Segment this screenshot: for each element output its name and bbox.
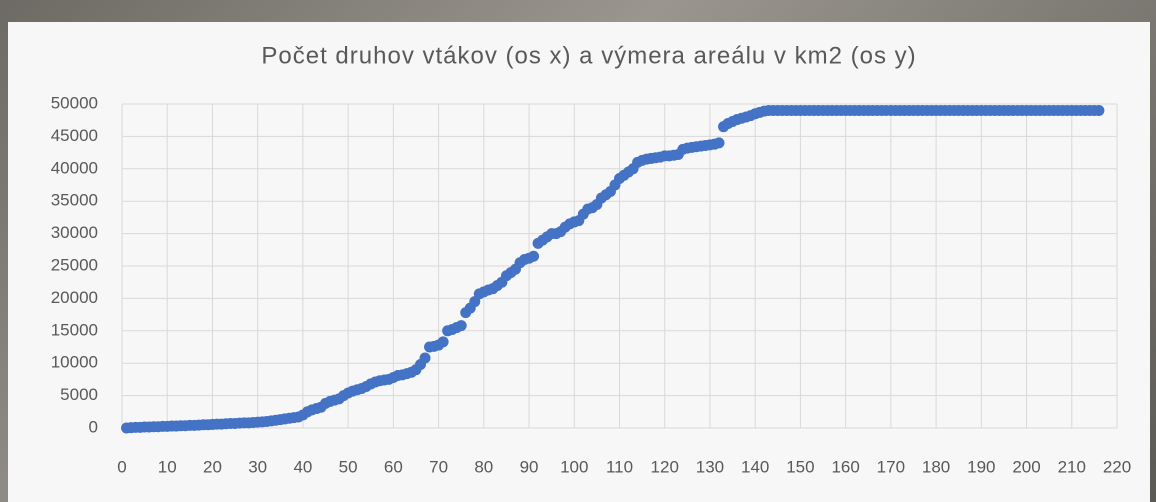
x-tick-label: 150: [786, 457, 814, 476]
x-tick-label: 210: [1058, 457, 1086, 476]
x-tick-label: 0: [117, 457, 126, 476]
y-tick-label: 20000: [51, 288, 98, 307]
x-tick-label: 220: [1103, 457, 1131, 476]
x-tick-label: 100: [560, 457, 588, 476]
y-tick-label: 30000: [51, 223, 98, 242]
y-tick-label: 45000: [51, 126, 98, 145]
y-tick-label: 5000: [60, 385, 98, 404]
y-tick-label: 0: [89, 417, 98, 436]
y-tick-label: 50000: [51, 93, 98, 112]
chart-title: Počet druhov vtákov (os x) a výmera areá…: [261, 42, 916, 69]
x-tick-label: 50: [339, 457, 358, 476]
x-tick-label: 180: [922, 457, 950, 476]
point: [419, 352, 431, 364]
point: [1093, 104, 1105, 116]
x-tick-label: 120: [651, 457, 679, 476]
x-tick-label: 110: [606, 457, 633, 476]
x-tick-label: 190: [967, 457, 995, 476]
y-tick-label: 40000: [51, 158, 98, 177]
point: [455, 320, 467, 332]
y-tick-label: 10000: [51, 353, 98, 372]
y-tick-label: 35000: [51, 191, 98, 210]
x-tick-label: 140: [741, 457, 769, 476]
point: [437, 336, 449, 348]
y-tick-label: 25000: [51, 255, 98, 274]
x-tick-label: 80: [474, 457, 493, 476]
x-tick-label: 70: [429, 457, 448, 476]
x-tick-label: 20: [203, 457, 222, 476]
x-tick-label: 30: [248, 457, 267, 476]
point: [713, 137, 725, 149]
point: [528, 250, 540, 262]
x-tick-label: 90: [520, 457, 539, 476]
x-tick-label: 160: [831, 457, 859, 476]
x-tick-label: 10: [158, 457, 177, 476]
x-tick-label: 40: [293, 457, 312, 476]
x-tick-label: 200: [1012, 457, 1040, 476]
x-tick-label: 130: [696, 457, 724, 476]
x-tick-label: 170: [877, 457, 905, 476]
y-tick-label: 15000: [51, 320, 98, 339]
x-tick-label: 60: [384, 457, 403, 476]
